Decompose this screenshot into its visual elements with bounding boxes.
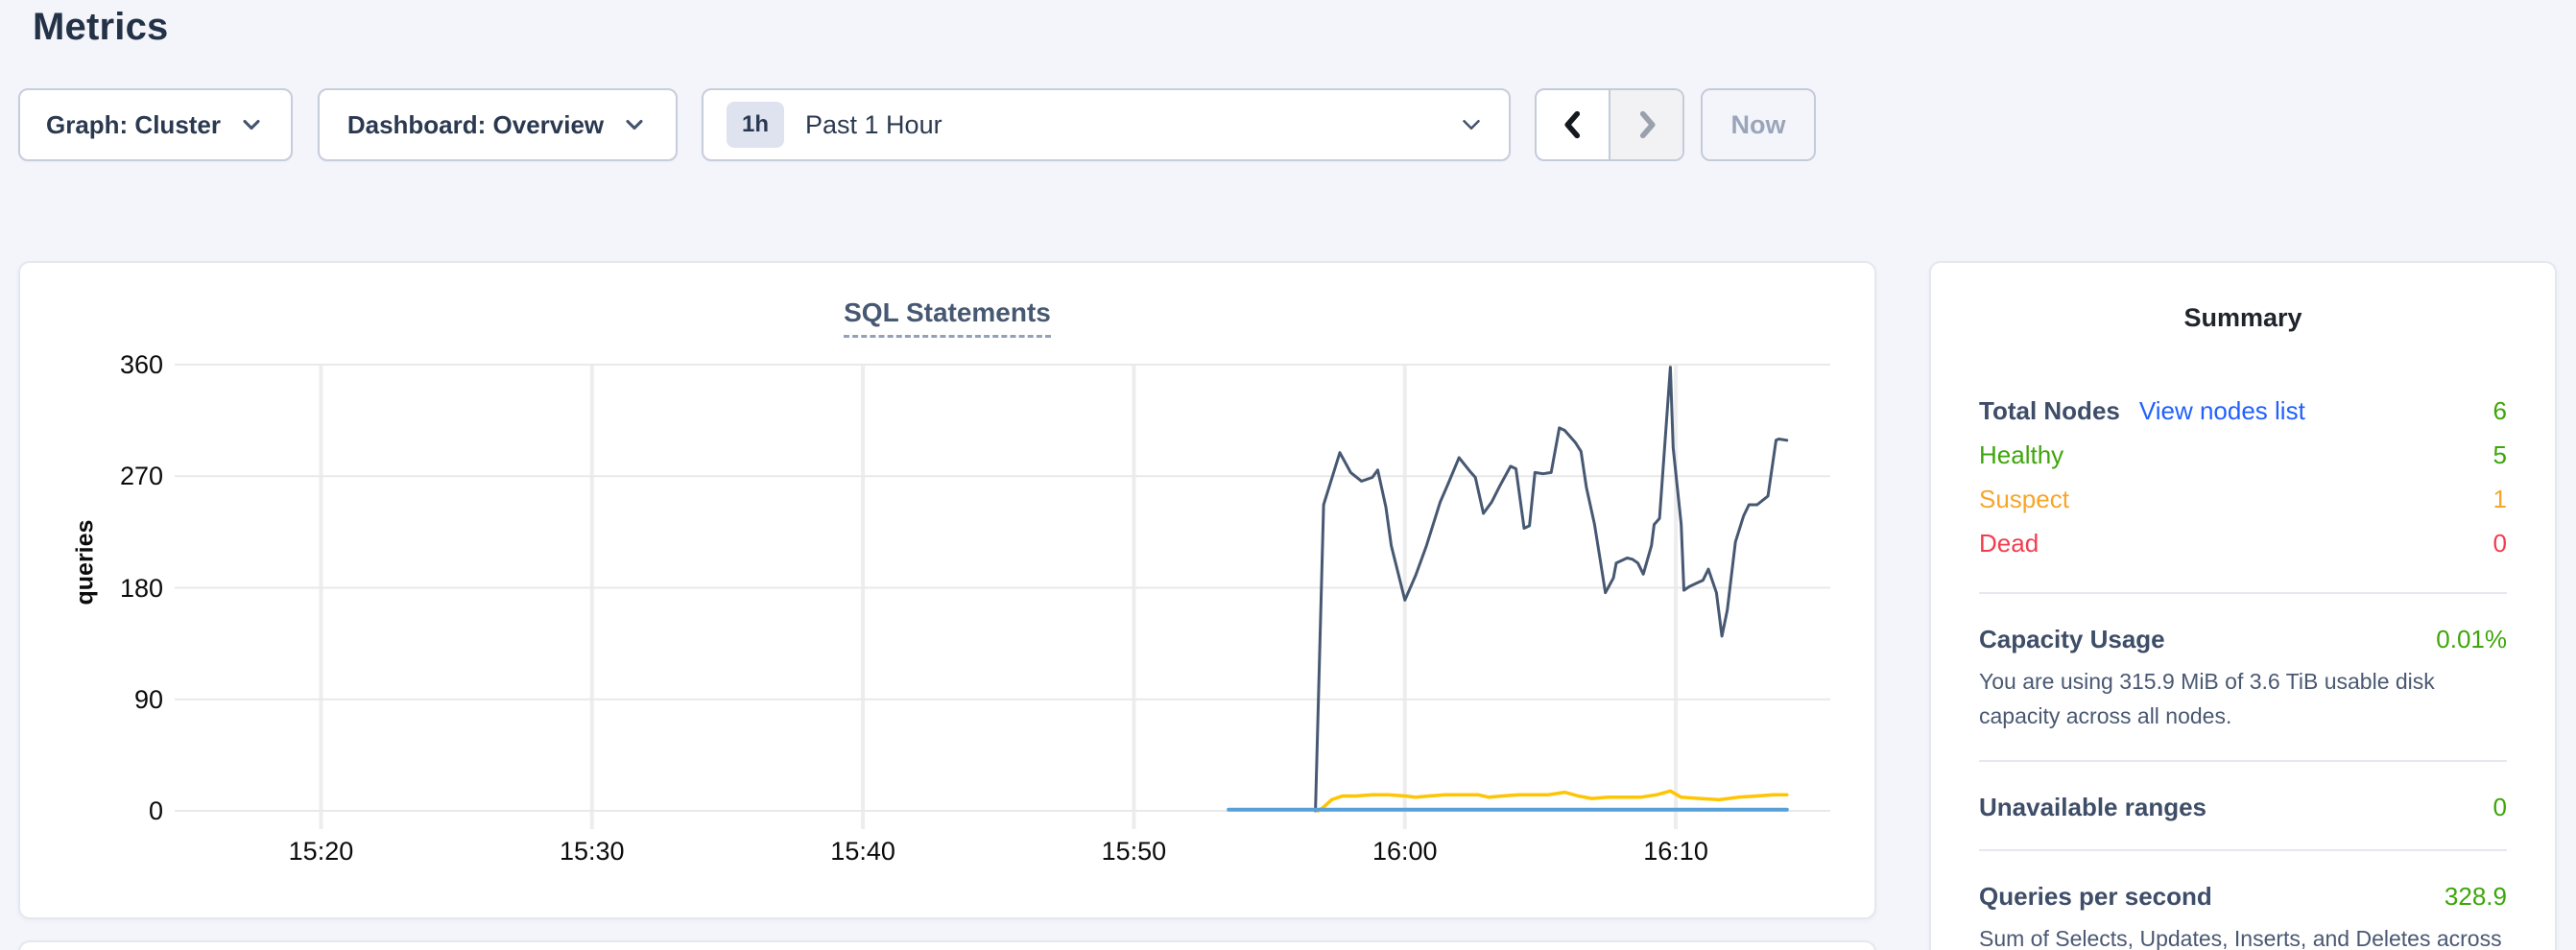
time-pager (1535, 88, 1684, 161)
capacity-usage-metric: Capacity Usage 0.01% You are using 315.9… (1979, 594, 2507, 733)
page-title: Metrics (33, 6, 169, 48)
dead-label: Dead (1979, 528, 2039, 558)
total-nodes-value: 6 (2493, 395, 2507, 425)
graph-dropdown-label: Graph: Cluster (45, 109, 222, 139)
unavailable-ranges-metric: Unavailable ranges 0 (1979, 762, 2507, 822)
capacity-usage-description: You are using 315.9 MiB of 3.6 TiB usabl… (1979, 669, 2435, 728)
summary-title: Summary (2183, 303, 2302, 332)
summary-panel: Summary Total Nodes View nodes list 6 He… (1929, 261, 2557, 950)
total-nodes-row: Total Nodes View nodes list 6 (1979, 389, 2507, 433)
suspect-nodes-row: Suspect 1 (1979, 477, 2507, 521)
chevron-down-icon (238, 111, 265, 138)
chart-title[interactable]: SQL Statements (844, 297, 1051, 338)
x-axis-tick-label: 16:00 (1371, 837, 1438, 866)
chevron-right-icon (1631, 108, 1663, 141)
divider (1979, 849, 2507, 851)
line-chart-plot[interactable] (175, 347, 1830, 846)
next-timespan-button[interactable] (1609, 90, 1682, 159)
sql-statements-chart-card: SQL Statements queries 0 90 180 270 360 15:2… (18, 261, 1876, 919)
queries-per-second-value: 328.9 (2444, 882, 2507, 911)
y-axis-tick-label: 360 (119, 350, 163, 379)
time-range-label: Past 1 Hour (805, 109, 942, 139)
chevron-down-icon (1457, 110, 1486, 139)
chevron-left-icon (1557, 108, 1589, 141)
healthy-label: Healthy (1979, 439, 2064, 469)
dashboard-dropdown[interactable]: Dashboard: Overview (318, 88, 678, 161)
time-range-badge: 1h (727, 102, 785, 148)
total-nodes-label: Total Nodes (1979, 395, 2120, 425)
graph-dropdown[interactable]: Graph: Cluster (18, 88, 293, 161)
divider (1979, 760, 2507, 762)
queries-per-second-metric: Queries per second 328.9 Sum of Selects,… (1979, 851, 2507, 950)
divider (1979, 592, 2507, 594)
x-axis-tick-label: 15:40 (830, 837, 895, 866)
capacity-usage-label: Capacity Usage (1979, 625, 2165, 653)
y-axis-tick-label: 270 (119, 462, 163, 491)
healthy-nodes-row: Healthy 5 (1979, 433, 2507, 477)
dead-value: 0 (2493, 528, 2507, 558)
capacity-usage-value: 0.01% (2436, 625, 2507, 653)
x-axis-tick-label: 15:30 (559, 837, 625, 866)
y-axis-tick-label: 90 (133, 684, 163, 714)
x-axis-tick-label: 16:10 (1643, 837, 1708, 866)
dead-nodes-row: Dead 0 (1979, 521, 2507, 565)
x-axis-tick-label: 15:50 (1101, 837, 1167, 866)
unavailable-ranges-label: Unavailable ranges (1979, 793, 2206, 821)
now-button[interactable]: Now (1701, 88, 1816, 161)
next-chart-card-partial (18, 940, 1876, 950)
y-axis-tick-label: 0 (148, 796, 163, 825)
dashboard-dropdown-label: Dashboard: Overview (346, 109, 605, 139)
suspect-value: 1 (2493, 484, 2507, 513)
view-nodes-list-link[interactable]: View nodes list (2138, 395, 2305, 425)
previous-timespan-button[interactable] (1537, 90, 1609, 159)
y-axis-tick-label: 180 (119, 573, 163, 603)
time-range-selector[interactable]: 1h Past 1 Hour (702, 88, 1511, 161)
series-line-yellow (1316, 789, 1789, 813)
chevron-down-icon (621, 111, 648, 138)
x-axis-tick-label: 15:20 (288, 837, 354, 866)
healthy-value: 5 (2493, 439, 2507, 469)
queries-per-second-label: Queries per second (1979, 882, 2212, 911)
queries-per-second-description: Sum of Selects, Updates, Inserts, and De… (1979, 926, 2502, 950)
suspect-label: Suspect (1979, 484, 2069, 513)
series-line-navy (1314, 366, 1789, 813)
unavailable-ranges-value: 0 (2493, 793, 2507, 821)
